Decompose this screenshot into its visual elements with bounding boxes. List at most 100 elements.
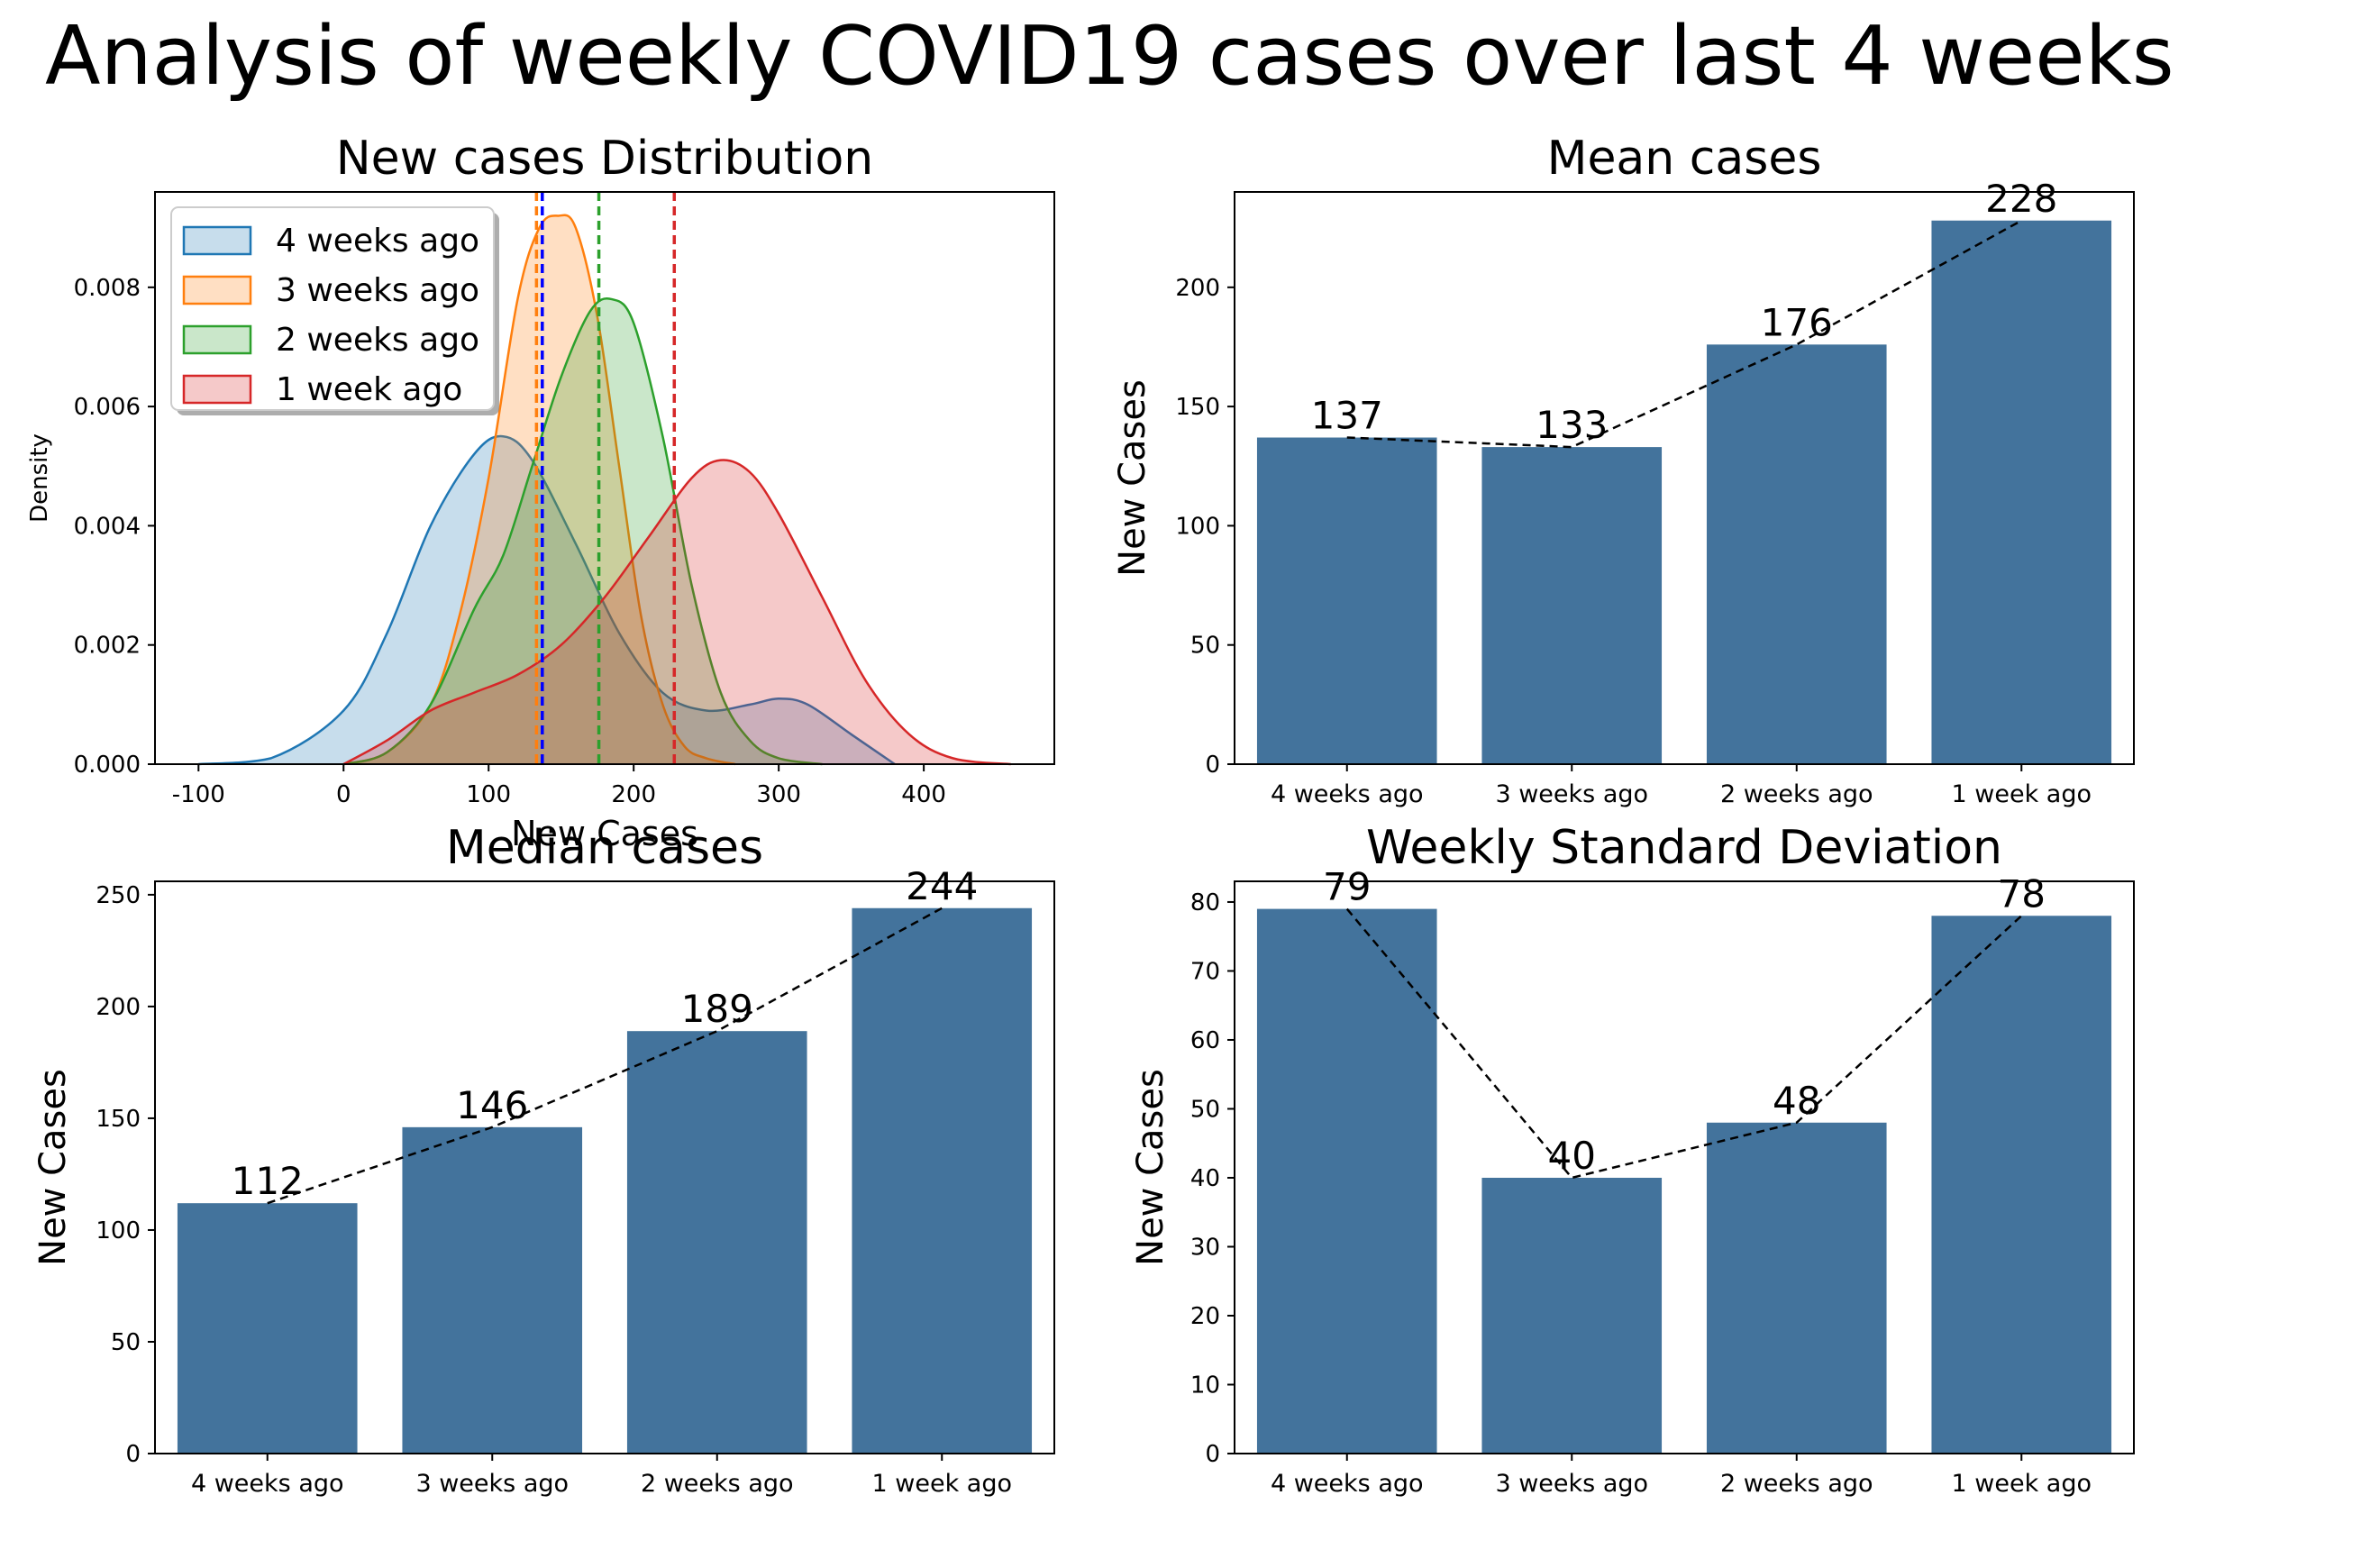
median-y-tick-label: 150 (96, 1106, 141, 1133)
std-bar-2 (1481, 1177, 1663, 1454)
kde-chart-title: New cases Distribution (336, 132, 873, 186)
legend-label-3: 2 weeks ago (276, 322, 479, 359)
mean-bar-3 (1706, 344, 1887, 764)
legend-label-2: 3 weeks ago (276, 272, 479, 309)
std-y-tick-label: 0 (1205, 1441, 1220, 1468)
kde-y-tick-label: 0.008 (74, 275, 141, 302)
kde-y-tick-label: 0.000 (74, 752, 141, 779)
kde-area-3 (343, 298, 823, 765)
mean-y-tick-label: 0 (1205, 752, 1220, 779)
kde-x-axis-label: New Cases (511, 814, 698, 853)
kde-x-tick-label: -100 (172, 781, 225, 808)
std-category-label-2: 3 weeks ago (1495, 1470, 1648, 1498)
median-value-label-2: 146 (456, 1083, 528, 1127)
median-category-label-2: 3 weeks ago (415, 1470, 569, 1498)
std-category-label-1: 4 weeks ago (1271, 1470, 1424, 1498)
kde-line-1 (198, 434, 896, 766)
std-y-tick-label: 80 (1190, 889, 1220, 916)
median-category-label-4: 1 week ago (872, 1470, 1013, 1498)
mean-trend-line (1346, 219, 2022, 449)
mean-plot-frame (1234, 191, 2135, 765)
kde-y-axis-label: Density (26, 433, 53, 523)
mean-y-tick-label: 50 (1190, 633, 1220, 660)
kde-x-tick-label: 300 (756, 781, 801, 808)
legend-swatch-4 (182, 374, 252, 405)
std-value-label-2: 40 (1548, 1134, 1596, 1178)
median-value-label-3: 189 (681, 987, 753, 1031)
kde-x-tick-label: 100 (466, 781, 511, 808)
median-value-label-1: 112 (232, 1159, 304, 1203)
legend-swatch-3 (182, 324, 252, 355)
kde-area-1 (198, 436, 895, 764)
median-y-tick-label: 250 (96, 882, 141, 909)
mean-category-label-2: 3 weeks ago (1495, 780, 1648, 808)
median-y-tick-label: 200 (96, 994, 141, 1021)
std-y-tick-label: 40 (1190, 1165, 1220, 1192)
mean-y-tick-label: 100 (1175, 513, 1220, 540)
median-y-axis-label: New Cases (32, 1069, 74, 1266)
legend-label-1: 4 weeks ago (276, 223, 479, 260)
kde-line-2 (342, 214, 736, 766)
legend-swatch-1 (182, 225, 252, 256)
mean-value-label-1: 137 (1311, 394, 1383, 438)
mean-value-label-4: 228 (1985, 177, 2057, 221)
kde-x-tick-label: 200 (611, 781, 656, 808)
mean-bar-4 (1931, 220, 2112, 764)
median-y-tick-label: 0 (125, 1441, 141, 1468)
std-y-tick-label: 50 (1190, 1096, 1220, 1123)
mean-bar-1 (1256, 437, 1437, 764)
median-category-label-1: 4 weeks ago (191, 1470, 344, 1498)
kde-x-tick-label: 0 (336, 781, 351, 808)
mean-bar-2 (1481, 447, 1663, 764)
median-bar-3 (626, 1031, 807, 1454)
mean-y-tick-label: 200 (1175, 275, 1220, 302)
mean-value-label-2: 133 (1536, 403, 1608, 447)
mean-category-label-4: 1 week ago (1952, 780, 2092, 808)
legend-box (170, 206, 495, 411)
std-y-tick-label: 60 (1190, 1027, 1220, 1054)
std-category-label-3: 2 weeks ago (1720, 1470, 1873, 1498)
mean-y-axis-label: New Cases (1112, 379, 1153, 577)
std-bar-1 (1256, 908, 1437, 1454)
mean-y-tick-label: 150 (1175, 394, 1220, 421)
std-category-label-4: 1 week ago (1952, 1470, 2092, 1498)
kde-y-tick-label: 0.004 (74, 513, 141, 540)
std-y-tick-label: 30 (1190, 1234, 1220, 1261)
std-chart-title: Weekly Standard Deviation (1366, 821, 2002, 875)
std-trend-line (1345, 907, 2023, 1180)
kde-area-2 (343, 214, 735, 764)
std-y-tick-label: 20 (1190, 1303, 1220, 1330)
std-bar-3 (1706, 1122, 1887, 1454)
median-bar-4 (852, 907, 1033, 1454)
kde-area-4 (343, 460, 1011, 764)
median-value-label-4: 244 (906, 864, 978, 908)
median-bar-2 (402, 1126, 583, 1454)
legend-label-4: 1 week ago (276, 371, 462, 408)
median-plot-frame (154, 880, 1055, 1454)
kde-plot-frame (154, 191, 1055, 765)
median-y-tick-label: 50 (111, 1329, 141, 1356)
median-bar-1 (177, 1203, 358, 1454)
kde-y-tick-label: 0.006 (74, 394, 141, 421)
median-category-label-3: 2 weeks ago (641, 1470, 794, 1498)
median-y-tick-label: 100 (96, 1217, 141, 1244)
std-value-label-1: 79 (1323, 865, 1371, 909)
std-bar-4 (1931, 916, 2112, 1454)
std-plot-frame (1234, 880, 2135, 1454)
kde-line-4 (342, 459, 1011, 766)
median-chart-title: Median cases (446, 821, 763, 875)
std-value-label-3: 48 (1773, 1079, 1820, 1123)
legend-swatch-2 (182, 275, 252, 305)
mean-category-label-3: 2 weeks ago (1720, 780, 1873, 808)
median-trend-line (267, 907, 943, 1205)
kde-y-tick-label: 0.002 (74, 633, 141, 660)
mean-category-label-1: 4 weeks ago (1271, 780, 1424, 808)
kde-x-tick-label: 400 (901, 781, 946, 808)
kde-line-3 (342, 296, 823, 766)
mean-value-label-3: 176 (1761, 300, 1833, 344)
figure-title: Analysis of weekly COVID19 cases over la… (45, 9, 2174, 104)
std-value-label-4: 78 (1998, 871, 2046, 916)
mean-chart-title: Mean cases (1547, 132, 1822, 186)
